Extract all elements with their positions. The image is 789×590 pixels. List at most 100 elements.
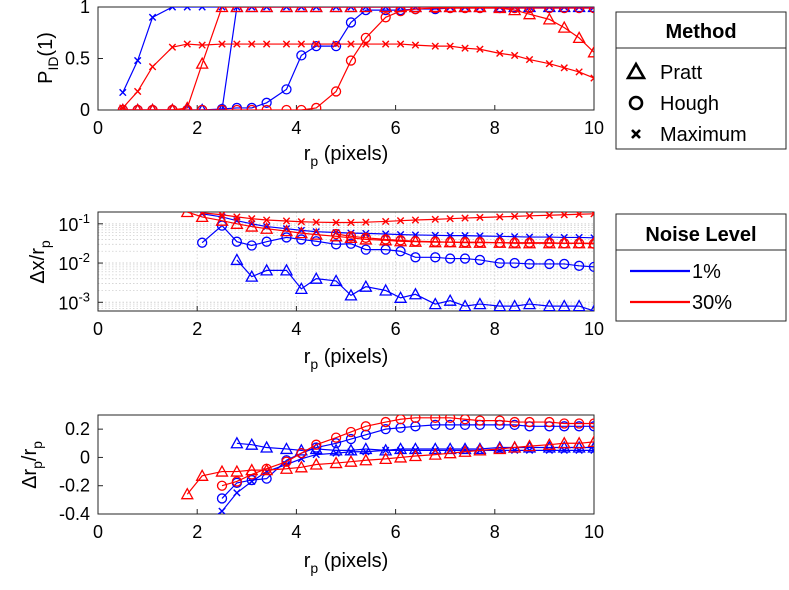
x-tick-label: 10 xyxy=(584,118,604,138)
series-maximum-1pct-point xyxy=(347,7,355,11)
series-maximum-1pct-point xyxy=(446,7,454,11)
series-maximum-30pct-point xyxy=(381,217,390,226)
series-maximum-30pct-point xyxy=(525,55,534,64)
series-hough-1pct-point xyxy=(573,421,585,432)
series-hough-30pct-point xyxy=(445,7,456,14)
series-maximum-1pct-point xyxy=(590,7,594,11)
series-pratt-1pct-line xyxy=(236,259,594,311)
series-hough-30pct-point xyxy=(410,7,421,15)
series-pratt-30pct-point xyxy=(279,461,294,474)
series-maximum-1pct-point xyxy=(218,7,226,11)
series-pratt-30pct-point xyxy=(294,460,308,473)
series-hough-30pct-point xyxy=(330,228,342,240)
series-group xyxy=(180,212,594,311)
legend-box xyxy=(615,213,787,322)
series-hough-30pct-point xyxy=(261,463,272,474)
series-maximum-30pct-point xyxy=(575,68,583,76)
series-hough-30pct-point xyxy=(360,232,371,243)
y-tick-label: 0.5 xyxy=(65,49,90,69)
series-pratt-30pct-point xyxy=(428,447,442,460)
series-maximum-1pct-point xyxy=(381,446,390,455)
series-hough-30pct-point xyxy=(445,415,456,423)
series-maximum-30pct-point xyxy=(312,40,320,48)
series-maximum-1pct-point xyxy=(332,7,340,11)
series-pratt-1pct-point xyxy=(260,440,274,453)
series-hough-1pct-point xyxy=(380,423,391,435)
series-pratt-1pct-point xyxy=(359,279,373,292)
series-pratt-1pct-point xyxy=(309,271,323,284)
series-hough-30pct xyxy=(330,228,594,249)
legend-item-label: 1% xyxy=(692,261,721,283)
series-hough-1pct-point xyxy=(459,419,471,431)
series-hough-30pct-point xyxy=(330,432,342,443)
series-hough-1pct-point xyxy=(281,84,292,95)
series-maximum-1pct-point xyxy=(262,7,271,11)
series-pratt-30pct-point xyxy=(522,7,537,20)
series-pratt-30pct-point xyxy=(542,437,556,450)
series-hough-30pct-point xyxy=(216,104,228,110)
series-hough-30pct-line xyxy=(122,7,594,110)
series-pratt-30pct-point xyxy=(230,7,244,13)
series-maximum-30pct-point xyxy=(262,216,271,224)
series-maximum-1pct-point xyxy=(119,88,127,97)
x-tick-label: 4 xyxy=(291,522,301,542)
series-pratt-30pct-line xyxy=(122,7,594,110)
series-hough-30pct-point xyxy=(296,104,307,110)
series-pratt-1pct-point xyxy=(590,304,594,311)
series-maximum-30pct-point xyxy=(262,40,271,48)
series-pratt-1pct-point xyxy=(493,299,507,311)
series-pratt-1pct-point xyxy=(379,283,393,296)
series-maximum-1pct-point xyxy=(396,7,405,11)
series-pratt-30pct-point xyxy=(508,7,522,16)
series-maximum-1pct-point xyxy=(154,582,160,588)
y-tick-label: 0.2 xyxy=(65,419,90,439)
axes-box xyxy=(97,211,595,312)
y-axis-label: PID(1) xyxy=(35,32,61,84)
series-pratt-30pct-point xyxy=(344,230,358,243)
series-hough-1pct-point xyxy=(311,40,322,52)
series-pratt-30pct-point xyxy=(572,31,586,44)
series-maximum-30pct-point xyxy=(233,40,241,48)
x-tick-label: 0 xyxy=(93,319,103,339)
series-maximum-1pct-line xyxy=(216,449,594,514)
series-hough-30pct-point xyxy=(494,237,505,248)
series-pratt-30pct-point xyxy=(359,232,373,245)
series-maximum-1pct-point xyxy=(476,7,484,11)
series-group xyxy=(154,415,594,588)
series-hough-1pct-point xyxy=(459,253,471,264)
triangle-marker-icon xyxy=(625,61,647,80)
series-pratt-1pct-point xyxy=(557,299,571,311)
series-pratt-1pct-line xyxy=(236,442,594,451)
legend-item-label: Pratt xyxy=(660,62,703,84)
series-hough-30pct xyxy=(117,7,594,110)
x-tick-label: 6 xyxy=(391,118,401,138)
series-pratt-30pct-point xyxy=(329,7,343,13)
series-hough-1pct-point xyxy=(544,258,555,270)
series-maximum-30pct-point xyxy=(496,213,504,221)
x-tick-label: 2 xyxy=(192,522,202,542)
series-hough-30pct-point xyxy=(509,7,520,14)
series-pratt-30pct-point xyxy=(572,436,586,449)
series-maximum-30pct-point xyxy=(119,104,127,110)
series-maximum-30pct-point xyxy=(545,212,554,219)
y-tick-label: 0 xyxy=(80,100,90,120)
series-pratt-30pct-point xyxy=(195,468,209,481)
series-hough-30pct-point xyxy=(311,102,322,110)
series-pratt-1pct-point xyxy=(572,299,586,311)
series-hough-30pct-point xyxy=(524,7,535,14)
series-hough-30pct-point xyxy=(281,104,292,110)
x-tick-label: 4 xyxy=(291,118,301,138)
series-maximum-1pct-point xyxy=(381,7,390,11)
series-maximum-30pct-point xyxy=(476,45,484,53)
series-pratt-1pct-line xyxy=(122,7,594,110)
series-pratt-30pct-point xyxy=(279,7,294,13)
series-pratt-30pct-point xyxy=(279,224,294,237)
legend-box xyxy=(615,11,787,150)
series-maximum-30pct-point xyxy=(218,212,226,219)
series-hough-30pct-line xyxy=(221,417,594,487)
series-maximum-30pct-line xyxy=(122,43,594,109)
series-pratt-1pct-point xyxy=(245,437,259,450)
series-pratt-30pct-point xyxy=(344,7,358,13)
series-hough-1pct-point xyxy=(261,97,272,108)
series-hough-30pct-point xyxy=(395,7,406,17)
